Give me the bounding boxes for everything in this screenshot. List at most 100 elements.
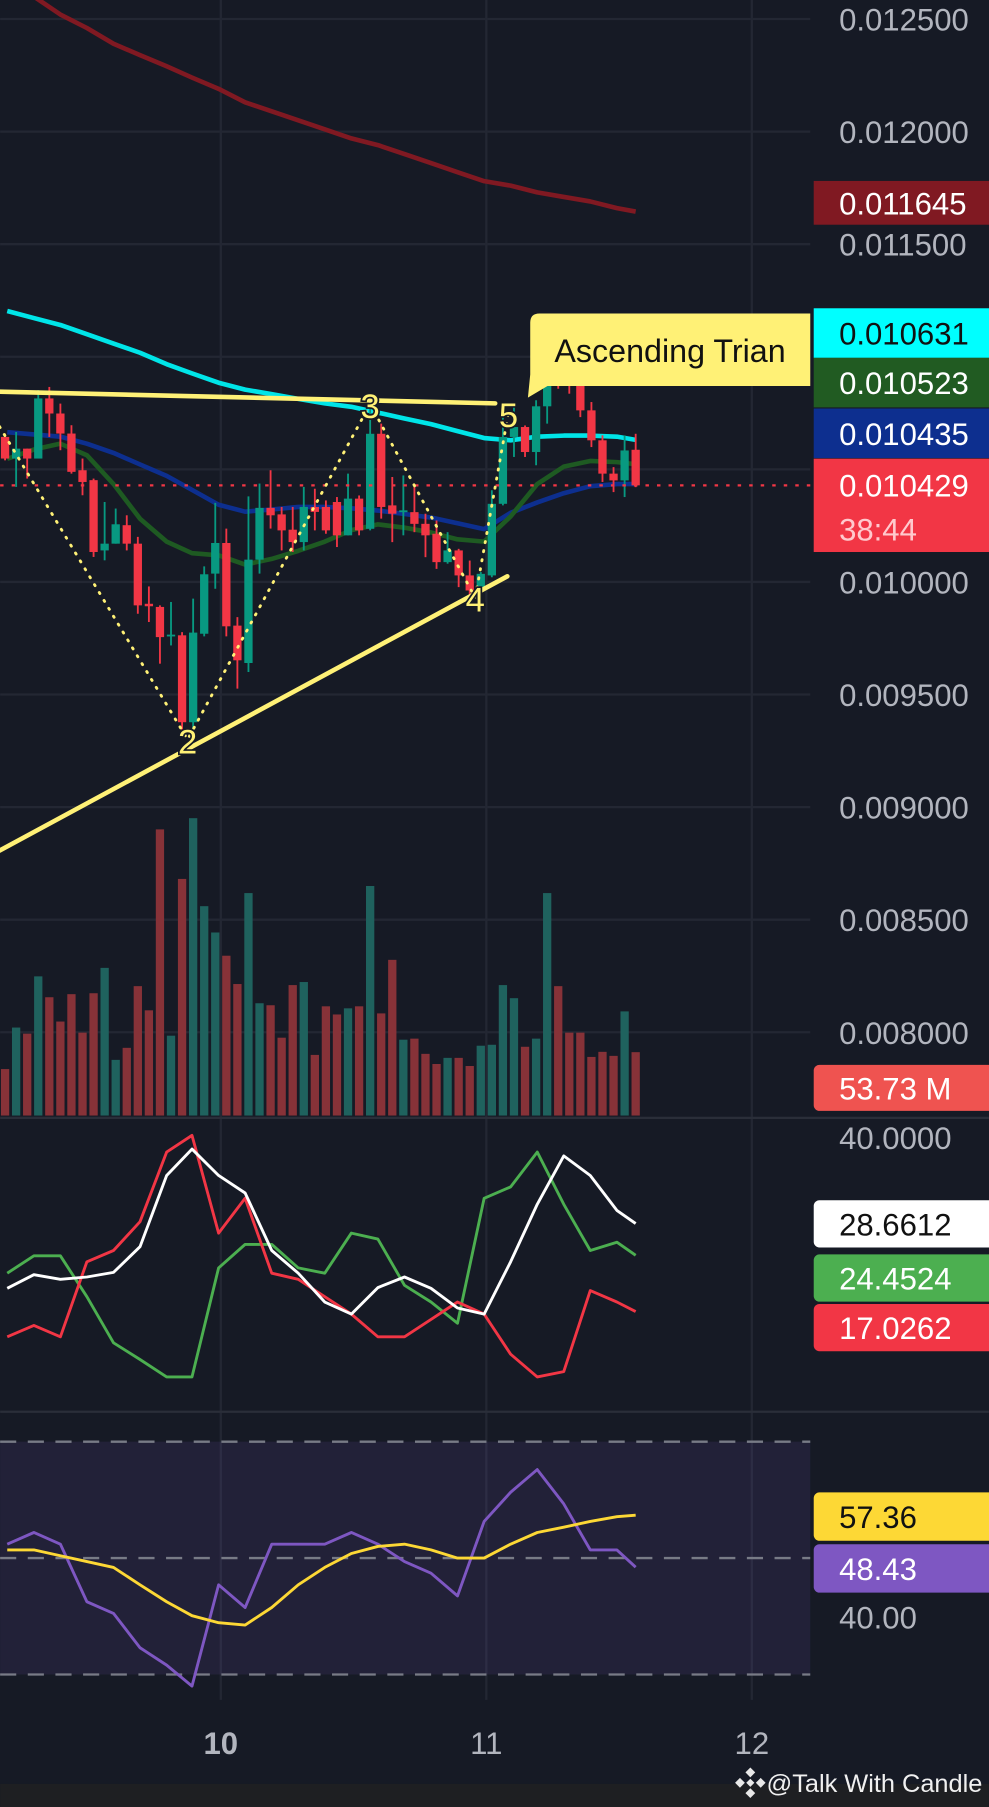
ascending-triangle-pattern[interactable]: 2 3 4 5 [0, 386, 520, 853]
candle-body [89, 480, 98, 552]
candle [133, 536, 142, 614]
candle-body [609, 473, 618, 481]
ma-blue-badge-bg [813, 408, 989, 459]
volume-bar [443, 1057, 452, 1116]
candle-body [520, 427, 530, 453]
last-price-value: 0.010429 [839, 469, 969, 504]
pattern-label[interactable]: Ascending Trian [527, 313, 811, 398]
candle [421, 513, 430, 558]
volume-bar [122, 1047, 131, 1116]
volume-bar [188, 818, 198, 1116]
candle-body [244, 559, 253, 664]
resistance-line[interactable] [0, 389, 498, 406]
rsi-ma-badge-value: 57.36 [839, 1500, 917, 1535]
volume-bar [299, 982, 308, 1116]
candle [34, 390, 43, 459]
candle [343, 473, 353, 536]
candle-body [211, 542, 220, 574]
ma-blue-badge-value: 0.010435 [839, 417, 969, 452]
candle-body [454, 550, 463, 576]
candle [45, 386, 54, 437]
volume-bar [531, 1038, 541, 1116]
rsi-line [6, 1468, 637, 1688]
price-axis[interactable]: 0.012500 0.012000 0.011500 0.010000 0.009500… [839, 3, 969, 1051]
volume-bar [45, 997, 54, 1116]
pattern-label-box [527, 313, 811, 398]
candle-body [133, 543, 142, 606]
candle [377, 423, 386, 519]
candle [498, 411, 508, 506]
candle [432, 520, 441, 569]
wave-point-label: 3 [361, 388, 380, 426]
adx-badge-value: 28.6612 [839, 1207, 951, 1242]
candle-body [177, 635, 187, 723]
candle [89, 478, 98, 557]
candle-body [576, 385, 585, 411]
candle [255, 483, 264, 574]
volume-bar [111, 1059, 120, 1116]
candle [277, 506, 286, 551]
price-axis-label: 0.012500 [839, 3, 969, 38]
candle [78, 458, 87, 496]
candle-body [188, 632, 198, 723]
volume-bar [509, 998, 519, 1116]
candle [233, 617, 242, 689]
volume-bar [0, 1069, 10, 1116]
grid-layer [0, 0, 989, 1700]
time-axis[interactable]: 10 11 12 [203, 1726, 769, 1761]
candle-body [45, 398, 54, 414]
volume-bar [432, 1063, 441, 1116]
volume-bar [366, 886, 375, 1116]
zigzag-wave-line[interactable] [0, 401, 510, 743]
candle-body [122, 525, 131, 544]
candle [609, 467, 618, 493]
candle-body [476, 573, 485, 591]
candle-body [310, 506, 319, 512]
volume-bar [133, 986, 142, 1116]
candle-body [631, 449, 640, 486]
candle-body [144, 603, 154, 607]
candle [177, 632, 187, 736]
volume-bar [222, 955, 231, 1116]
volume-bar [343, 1008, 353, 1116]
candle [631, 433, 640, 488]
volume-bar [310, 1054, 319, 1116]
price-axis-label: 0.008000 [839, 1016, 969, 1051]
candle-countdown: 38:44 [839, 512, 917, 547]
candle [520, 425, 530, 457]
rsi-ma-line [7, 1513, 636, 1627]
volume-bar [177, 878, 187, 1116]
candle [531, 400, 541, 466]
candle [211, 502, 220, 589]
candle [354, 495, 364, 536]
ma-cyan-badge-bg [813, 308, 989, 358]
candle [166, 601, 176, 646]
time-axis-label: 12 [735, 1726, 770, 1761]
adx-badge-bg [813, 1200, 989, 1248]
volume-bar [476, 1045, 485, 1116]
candle-body [332, 502, 342, 536]
price-axis-label: 0.009000 [839, 791, 969, 826]
candle-body [100, 543, 109, 551]
support-line[interactable] [0, 574, 510, 853]
rsi-ma-badge-bg [813, 1492, 989, 1541]
candle [465, 560, 474, 599]
candle-body [34, 398, 43, 459]
watermark-text: @Talk With Candle [766, 1770, 982, 1798]
bottom-bar [0, 1783, 989, 1807]
candle [155, 605, 165, 664]
candle-body [399, 510, 408, 513]
rsi-axis-label: 40.00 [839, 1600, 917, 1635]
candle-body [421, 523, 430, 536]
minus-di-line [6, 1133, 637, 1379]
candle-body [288, 529, 297, 543]
candle [509, 405, 519, 457]
candle-body [410, 512, 419, 524]
candle [188, 598, 198, 744]
candle [366, 403, 375, 531]
volume-bar [255, 1003, 264, 1116]
price-axis-label: 0.009500 [839, 678, 969, 713]
volume-bar [332, 1014, 342, 1116]
candle-body [354, 498, 364, 531]
